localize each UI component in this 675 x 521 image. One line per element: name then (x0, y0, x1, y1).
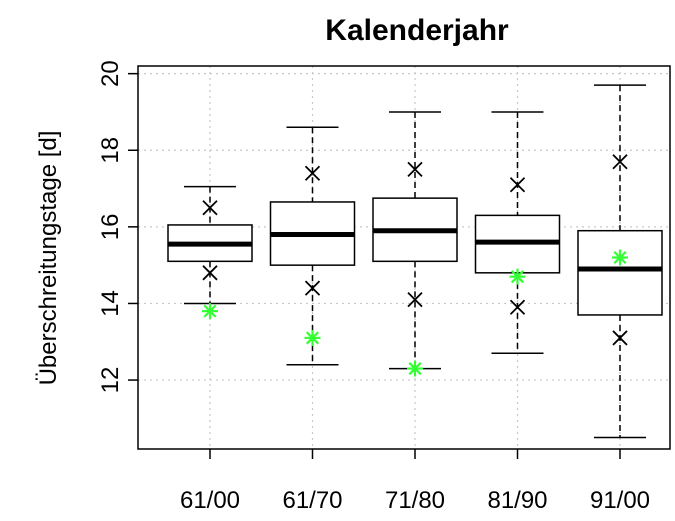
cross-marker (202, 265, 218, 281)
x-tick-label: 71/80 (385, 487, 445, 514)
x-tick-label: 61/00 (180, 487, 240, 514)
x-tick-label: 61/70 (282, 487, 342, 514)
cross-marker (612, 154, 628, 170)
y-tick-label: 20 (97, 60, 124, 87)
iqr-box (577, 229, 663, 316)
y-tick-label: 14 (97, 290, 124, 317)
y-tick-label: 16 (97, 214, 124, 241)
y-axis-label: Überschreitungstage [d] (35, 131, 62, 386)
x-tick-label: 81/90 (487, 487, 547, 514)
cross-marker (407, 161, 423, 178)
cross-marker (304, 280, 321, 296)
cross-marker (509, 177, 526, 193)
chart-title: Kalenderjahr (325, 14, 509, 47)
cross-marker (509, 299, 526, 315)
box-81/90 (474, 111, 561, 354)
box-91/00 (577, 84, 663, 439)
star-marker (407, 360, 423, 377)
star-marker (612, 249, 628, 266)
marker-series (202, 154, 628, 377)
star-marker (509, 268, 526, 285)
box-61/00 (167, 185, 253, 305)
cross-marker (407, 291, 423, 308)
y-tick-label: 12 (97, 367, 124, 394)
star-marker (304, 329, 321, 346)
box-61/70 (269, 126, 356, 366)
axes: 12 14 16 18 20 61/00 61/70 71/80 81/90 91/00 (97, 60, 650, 514)
y-tick-label: 18 (97, 137, 124, 164)
cross-marker (304, 165, 321, 181)
cross-marker (612, 330, 628, 346)
cross-marker (202, 200, 218, 216)
plot-frame (137, 65, 671, 450)
star-marker (202, 303, 218, 320)
x-tick-label: 91/00 (590, 487, 650, 514)
